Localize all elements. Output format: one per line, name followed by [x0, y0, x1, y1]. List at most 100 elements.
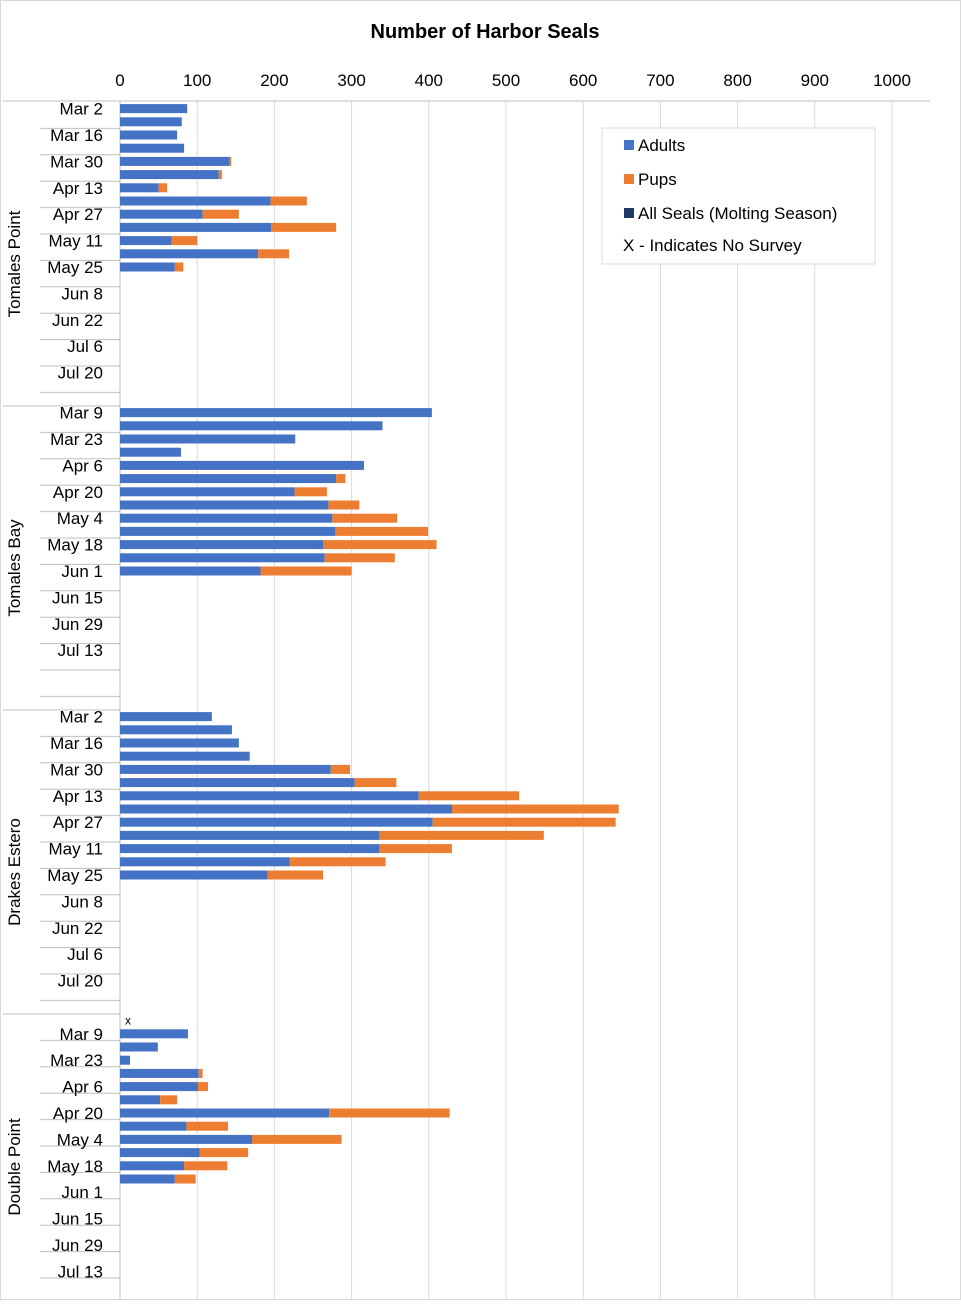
chart-title: Number of Harbor Seals — [371, 21, 600, 43]
category-label: Apr 13 — [53, 179, 103, 198]
legend-swatch — [624, 174, 634, 184]
category-label: May 11 — [49, 840, 104, 859]
bar-pups — [336, 474, 346, 484]
bar-pups — [218, 170, 222, 180]
bar-pups — [335, 526, 429, 536]
bar-pups — [174, 262, 184, 272]
bar-adults — [120, 408, 432, 418]
legend-label: Pups — [638, 170, 677, 189]
bar-pups — [199, 1148, 249, 1158]
bar-adults — [120, 104, 188, 114]
bar-pups — [186, 1121, 229, 1131]
category-label: Apr 20 — [53, 483, 103, 502]
bar-adults — [120, 209, 203, 219]
bar-pups — [451, 804, 619, 814]
bar-pups — [330, 764, 351, 774]
bar-pups — [160, 1095, 178, 1105]
category-label: May 4 — [57, 1130, 103, 1149]
bar-adults — [120, 434, 296, 444]
bar-adults — [120, 474, 337, 484]
category-label: Jul 20 — [58, 364, 103, 383]
category-label: May 18 — [47, 536, 103, 555]
category-label: Mar 23 — [50, 1051, 103, 1070]
category-label: Apr 27 — [53, 205, 103, 224]
category-label: Apr 6 — [62, 456, 103, 475]
bar-pups — [174, 1174, 196, 1184]
bar-adults — [120, 447, 181, 457]
bar-pups — [198, 1068, 203, 1078]
bar-adults — [120, 117, 182, 127]
bar-pups — [329, 1108, 450, 1118]
bar-pups — [252, 1134, 342, 1144]
bar-adults — [120, 222, 272, 232]
category-label: Mar 16 — [50, 734, 103, 753]
x-tick-label: 600 — [569, 71, 597, 90]
bar-adults — [120, 844, 380, 854]
x-tick-label: 200 — [260, 71, 288, 90]
category-label: Apr 6 — [62, 1078, 103, 1097]
group-label: Tomales Bay — [5, 519, 24, 617]
category-label: Jun 22 — [52, 919, 103, 938]
bar-pups — [258, 249, 290, 259]
category-label: Jul 6 — [67, 945, 103, 964]
x-tick-label: 900 — [801, 71, 829, 90]
x-tick-label: 300 — [337, 71, 365, 90]
bar-adults — [120, 130, 178, 140]
bar-adults — [120, 1134, 253, 1144]
category-label: Apr 27 — [53, 813, 103, 832]
bar-adults — [120, 778, 355, 788]
legend-label: X - Indicates No Survey — [623, 236, 802, 255]
category-label: Jul 13 — [58, 641, 103, 660]
bar-adults — [120, 1148, 200, 1158]
category-label: May 25 — [47, 866, 103, 885]
group-label: Drakes Estero — [5, 818, 24, 926]
bar-adults — [120, 196, 271, 206]
bar-adults — [120, 725, 232, 735]
bar-pups — [324, 553, 395, 563]
bar-adults — [120, 487, 295, 497]
bar-adults — [120, 1082, 198, 1092]
x-tick-label: 100 — [183, 71, 211, 90]
legend-swatch — [624, 208, 634, 218]
bar-adults — [120, 764, 331, 774]
x-tick-label: 800 — [723, 71, 751, 90]
category-label: Jun 22 — [52, 311, 103, 330]
category-label: Mar 2 — [60, 708, 103, 727]
category-label: Mar 2 — [60, 100, 103, 119]
category-label: Jun 15 — [52, 1210, 103, 1229]
bar-pups — [328, 500, 360, 510]
group-label: Tomales Point — [5, 210, 24, 317]
category-label: Jun 8 — [61, 892, 103, 911]
bar-pups — [432, 817, 616, 827]
category-label: Jul 6 — [67, 337, 103, 356]
category-label: Jun 29 — [52, 615, 103, 634]
bar-pups — [354, 778, 397, 788]
category-label: Jul 13 — [58, 1262, 103, 1281]
bar-adults — [120, 249, 259, 259]
bar-adults — [120, 1029, 188, 1039]
legend-box — [601, 127, 876, 265]
bar-pups — [323, 540, 437, 550]
bar-adults — [120, 540, 324, 550]
bar-adults — [120, 791, 419, 801]
bar-adults — [120, 1174, 175, 1184]
legend-swatch — [624, 140, 634, 150]
bar-adults — [120, 1055, 131, 1065]
bar-adults — [120, 804, 452, 814]
bar-adults — [120, 1068, 199, 1078]
bar-adults — [120, 830, 380, 840]
bar-pups — [379, 830, 544, 840]
bar-pups — [202, 209, 239, 219]
bar-adults — [120, 1161, 185, 1171]
bar-adults — [120, 738, 239, 748]
category-label: Jun 8 — [61, 284, 103, 303]
bar-adults — [120, 553, 325, 563]
category-label: May 11 — [49, 232, 104, 251]
category-label: Apr 20 — [53, 1104, 103, 1123]
legend: Adults Pups All Seals (Molting Season) X - … — [601, 127, 876, 265]
bar-pups — [197, 1082, 209, 1092]
category-label: Jun 29 — [52, 1236, 103, 1255]
grid-layer — [3, 100, 930, 1300]
